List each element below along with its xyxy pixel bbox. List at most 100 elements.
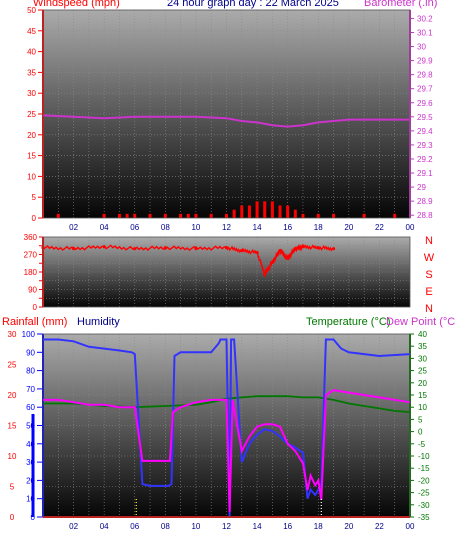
temp-ytick-20: 20	[418, 379, 427, 388]
compass-label-4: N	[425, 303, 433, 315]
windspeed-axis-title: Windspeed (mph)	[33, 0, 120, 9]
rain-ytick-5: 5	[10, 483, 15, 492]
wind-direction-point-13	[293, 247, 297, 251]
baro-ytick-28.8: 28.8	[417, 211, 433, 220]
temp-xtick-10: 10	[191, 522, 200, 531]
humidity-ytick-30: 30	[26, 458, 35, 467]
temp-xtick-06: 06	[130, 522, 139, 531]
wind-xtick-10: 10	[191, 223, 200, 232]
rainfall-axis-title: Rainfall (mm)	[2, 316, 68, 328]
wind-ytick-50: 50	[27, 6, 36, 15]
direction-panel-frame	[42, 236, 411, 308]
temp-xtick-20: 20	[344, 522, 353, 531]
wind-bar-16	[263, 201, 267, 218]
wind-bar-24	[362, 213, 366, 218]
direction-ytick-360: 360	[24, 233, 38, 242]
baro-ytick-29.6: 29.6	[417, 99, 433, 108]
temp-xtick-14: 14	[253, 522, 262, 531]
temp-xtick-04: 04	[100, 522, 109, 531]
temp-xtick-22: 22	[375, 522, 384, 531]
temp-ytick-35: 35	[418, 342, 427, 351]
wind-bar-14	[247, 205, 251, 218]
wind-ytick-25: 25	[27, 110, 36, 119]
baro-ytick-29.8: 29.8	[417, 71, 433, 80]
wind-xtick-04: 04	[100, 223, 109, 232]
temp-ytick-40: 40	[418, 330, 427, 339]
wind-xtick-20: 20	[344, 223, 353, 232]
wind-xtick-00: 00	[406, 223, 415, 232]
wind-bar-6	[163, 213, 167, 218]
dewpoint-line	[43, 389, 411, 513]
compass-label-3: E	[425, 286, 432, 298]
temp-ytick-25: 25	[418, 367, 427, 376]
baro-ytick-29.5: 29.5	[417, 113, 433, 122]
humidity-ytick-80: 80	[26, 367, 35, 376]
wind-bar-12	[232, 209, 236, 218]
baro-ytick-29.2: 29.2	[417, 155, 433, 164]
wind-bar-5	[148, 213, 152, 218]
wind-direction-point-1	[71, 247, 76, 251]
humidity-ytick-100: 100	[22, 330, 36, 339]
wind-ytick-45: 45	[27, 27, 36, 36]
wind-bar-15	[255, 201, 259, 218]
baro-ytick-29.1: 29.1	[417, 169, 433, 178]
humidity-ytick-70: 70	[26, 385, 35, 394]
compass-label-0: N	[425, 235, 433, 247]
wind-direction-point-3	[133, 247, 137, 251]
temp-ytick--35: -35	[418, 513, 430, 522]
temp-ytick--30: -30	[418, 501, 430, 510]
temp-ytick--20: -20	[418, 476, 430, 485]
wind-xtick-02: 02	[69, 223, 78, 232]
wind-bar-19	[286, 205, 290, 218]
temp-ytick--25: -25	[418, 489, 430, 498]
wind-bar-25	[393, 213, 397, 218]
wind-xtick-12: 12	[222, 223, 231, 232]
temp-ytick-5: 5	[418, 415, 423, 424]
rain-ytick-25: 25	[8, 361, 17, 370]
wind-bar-4	[133, 213, 137, 218]
wind-ytick-30: 30	[27, 89, 36, 98]
wind-direction-point-15	[316, 246, 320, 250]
temp-xtick-18: 18	[314, 522, 323, 531]
rain-ytick-0: 0	[10, 513, 15, 522]
temp-xtick-12: 12	[222, 522, 231, 531]
direction-ytick-0: 0	[33, 303, 38, 312]
rain-ytick-30: 30	[8, 330, 17, 339]
compass-label-2: S	[425, 269, 432, 281]
temp-ytick--10: -10	[418, 452, 430, 461]
wind-xtick-18: 18	[314, 223, 323, 232]
temp-xtick-00: 00	[406, 522, 415, 531]
wind-direction-point-14	[301, 245, 305, 249]
humidity-ytick-90: 90	[26, 348, 35, 357]
wind-ytick-10: 10	[27, 172, 36, 181]
humidity-ytick-60: 60	[26, 403, 35, 412]
baro-ytick-29.9: 29.9	[417, 57, 433, 66]
wind-bar-21	[301, 213, 305, 218]
wind-bar-20	[293, 209, 297, 218]
wind-panel-frame	[42, 9, 411, 219]
wind-bar-8	[186, 213, 190, 218]
compass-label-1: W	[424, 252, 435, 264]
baro-ytick-30.1: 30.1	[417, 28, 433, 37]
wind-xtick-08: 08	[161, 223, 170, 232]
direction-ytick-270: 270	[24, 251, 38, 260]
wind-direction-point-11	[278, 249, 282, 253]
wind-bar-0	[56, 213, 60, 218]
baro-ytick-29.7: 29.7	[417, 85, 433, 94]
wind-bar-10	[209, 213, 213, 218]
wind-bar-2	[117, 213, 121, 218]
wind-xtick-06: 06	[130, 223, 139, 232]
temp-ytick-30: 30	[418, 354, 427, 363]
temp-xtick-16: 16	[283, 522, 292, 531]
temp-xtick-08: 08	[161, 522, 170, 531]
humidity-ytick-20: 20	[26, 476, 35, 485]
rain-ytick-15: 15	[8, 422, 17, 431]
temp-ytick--15: -15	[418, 464, 430, 473]
baro-ytick-30: 30	[417, 43, 426, 52]
wind-xtick-14: 14	[253, 223, 262, 232]
rain-ytick-20: 20	[8, 391, 17, 400]
baro-ytick-29.4: 29.4	[417, 127, 433, 136]
temp-ytick--5: -5	[418, 440, 426, 449]
dewpoint-axis-title: Dew Point (°C)	[386, 316, 455, 328]
